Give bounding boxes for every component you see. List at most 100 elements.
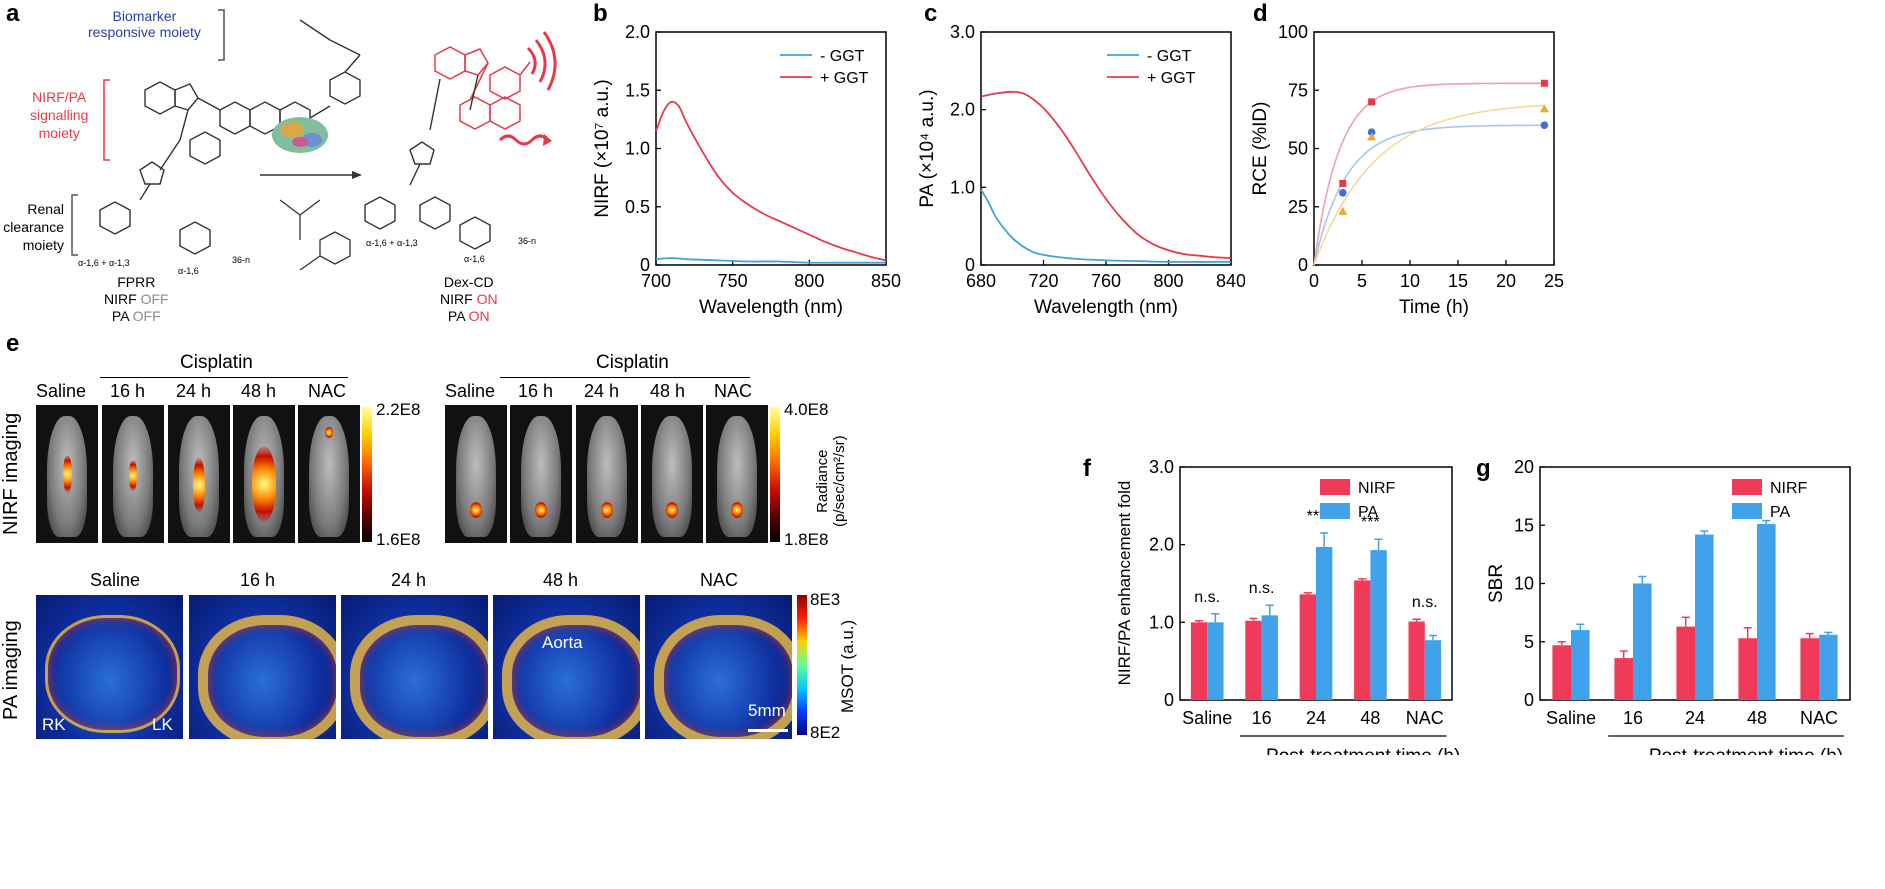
point-s0-0	[1339, 179, 1347, 187]
panel-letter-e: e	[6, 330, 20, 357]
y-tick-label-3: 3.0	[950, 22, 975, 42]
plot-frame	[1313, 31, 1555, 266]
group-label-right-3: 24 h	[584, 381, 620, 401]
nirf-right-image-2	[576, 405, 638, 543]
panel-letter-c: c	[924, 0, 938, 27]
legend-label-1: PA	[1770, 504, 1790, 521]
group-label-left-4: 48 h	[241, 381, 277, 401]
y-tick-label-3: 1.5	[625, 80, 650, 100]
annotation-4: n.s.	[1412, 594, 1438, 611]
byproduct-structures	[279, 199, 351, 271]
bar-PA-2	[1316, 546, 1333, 700]
linkage-left2: α-1,6	[178, 266, 199, 276]
category-label-0: Saline	[1182, 708, 1232, 728]
panel-letter-b: b	[593, 0, 608, 27]
y-tick-label-1: 25	[1288, 197, 1308, 217]
series-line-0	[980, 189, 1232, 263]
bracket-biomarker	[218, 9, 225, 61]
bar-PA-2	[1695, 534, 1714, 700]
pa-image-4	[645, 595, 792, 739]
category-label-3: 48	[1747, 708, 1767, 728]
group-label-right-1: Saline	[445, 381, 496, 401]
fit-curve-1	[1313, 124, 1545, 266]
x-axis-label: Post-treatment time (h)	[1266, 746, 1460, 755]
colorbar-pa-max: 8E3	[810, 590, 841, 609]
legend-swatch-0	[1732, 479, 1762, 495]
scheme-drawing	[71, 9, 557, 271]
colorbar-nirf-right	[770, 407, 780, 542]
pa-imaging-row-label: PA imaging	[0, 620, 22, 720]
fprr-label: FPRR NIRF OFF PA OFF	[104, 274, 169, 324]
msot-label: MSOT (a.u.)	[838, 619, 857, 713]
bar-NIRF-1	[1245, 620, 1262, 700]
annotation-3: ***	[1361, 514, 1380, 531]
plot-frame	[980, 31, 1232, 266]
linkage-left: α-1,6 + α-1,3	[78, 258, 130, 268]
fprr-structure	[99, 19, 361, 255]
cisplatin-line-right	[500, 377, 750, 378]
bar-PA-0	[1207, 622, 1224, 700]
signal-hotspot	[192, 457, 206, 513]
signal-hotspot	[665, 501, 679, 519]
y-axis-label: PA (×10⁴ a.u.)	[917, 89, 938, 207]
mouse-body	[521, 416, 561, 538]
legend-label-1: + GGT	[1147, 70, 1196, 87]
group-label-right-4: 48 h	[650, 381, 686, 401]
pa-signal-ring	[349, 615, 488, 739]
pa-group-label-5: NAC	[700, 570, 739, 590]
panel-letter-a: a	[6, 0, 20, 27]
x-axis-label: Wavelength (nm)	[699, 297, 843, 318]
linkage-right2: α-1,6	[464, 254, 485, 264]
y-axis-label: NIRF (×10⁷ a.u.)	[592, 79, 613, 217]
x-tick-label-4: 840	[1216, 271, 1245, 291]
signal-hotspot	[534, 501, 548, 519]
pa-image-1	[189, 595, 336, 739]
scheme-panel: Biomarker responsive moiety NIRF/PA sign…	[0, 0, 580, 330]
category-label-4: NAC	[1406, 708, 1444, 728]
point-s0-2	[1540, 79, 1548, 87]
signal-hotspot	[325, 427, 333, 439]
wave-arrowhead	[543, 134, 552, 146]
pa-image-3	[493, 595, 640, 739]
x-tick-label-3: 800	[1153, 271, 1183, 291]
x-axis-label: Wavelength (nm)	[1034, 297, 1178, 318]
panel-letter-d: d	[1253, 0, 1268, 27]
panel-letter-f: f	[1083, 455, 1091, 482]
pa-image-2	[341, 595, 488, 739]
pa-group-label-1: Saline	[90, 570, 141, 590]
legend-label-0: - GGT	[1147, 48, 1192, 65]
category-label-0: Saline	[1546, 708, 1596, 728]
nirf-right-image-0	[445, 405, 507, 543]
point-s0-1	[1368, 98, 1376, 106]
n-left: 36-n	[232, 255, 251, 265]
legend-label-1: + GGT	[820, 70, 869, 87]
y-tick-label-3: 15	[1514, 515, 1534, 535]
bar-PA-3	[1370, 550, 1387, 700]
x-tick-label-0: 680	[966, 271, 996, 291]
bar-NIRF-1	[1614, 658, 1633, 700]
pa-signal-ring	[653, 615, 792, 739]
x-tick-label-4: 20	[1496, 271, 1516, 291]
y-axis-label: RCE (%ID)	[1250, 102, 1271, 196]
colorbar-pa-min: 8E2	[810, 723, 841, 742]
nirf-imaging-row-label: NIRF imaging	[0, 412, 22, 535]
x-tick-label-2: 10	[1400, 271, 1420, 291]
y-axis-label: NIRF/PA enhancement fold	[1115, 481, 1134, 686]
x-tick-label-2: 800	[794, 271, 824, 291]
dex-cd-label: Dex-CD NIRF ON PA ON	[440, 274, 498, 324]
legend-label-0: NIRF	[1770, 480, 1808, 497]
bar-NIRF-4	[1800, 638, 1819, 700]
bar-PA-0	[1571, 630, 1590, 700]
y-tick-label-2: 10	[1514, 574, 1534, 594]
biomarker-moiety-label: Biomarker responsive moiety	[88, 8, 201, 40]
chart-c-pa-spectra: 680 720 760 800 840 0 1.0 2.0 3.0 Wavelength (nm)…	[917, 22, 1245, 318]
x-tick-label-1: 750	[718, 271, 748, 291]
dex-cd-fluorophore	[434, 46, 531, 130]
y-tick-label-0: 0	[1164, 690, 1174, 710]
x-axis-label: Post-treatment time (h)	[1649, 746, 1843, 755]
reaction-arrowhead	[352, 171, 362, 179]
cisplatin-header-right: Cisplatin	[596, 352, 669, 373]
group-label-left-5: NAC	[308, 381, 347, 401]
pa-signal-ring	[44, 615, 181, 734]
ggt-enzyme-image	[272, 117, 328, 153]
